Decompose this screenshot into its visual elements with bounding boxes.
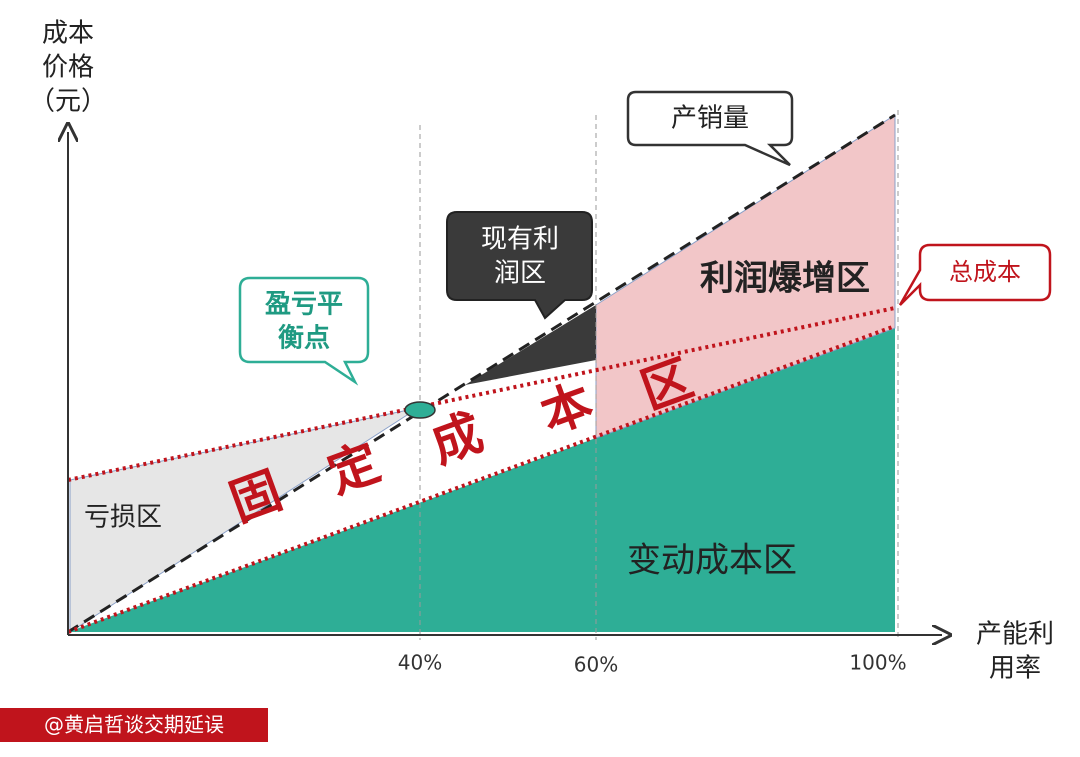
break-even-point [404,401,436,419]
profit-boom-label: 利润爆增区 [700,259,870,299]
callout-text: 衡点 [278,323,330,354]
watermark: @黄启哲谈交期延误 [44,713,224,737]
y-axis-label: 成本 [42,19,94,49]
callout-box [898,243,1052,306]
callout-box [626,90,794,167]
total-cost-line [67,306,896,482]
x-axis-label: 用率 [989,654,1041,684]
x-tick-label: 40% [398,651,442,675]
x-tick-label: 60% [574,653,618,677]
callout-text: 润区 [494,259,546,289]
callout-box [446,211,593,320]
watermark-box [0,708,268,742]
x-axis-label: 产能利 [976,620,1054,650]
callout-box [238,276,370,386]
guides [419,110,899,640]
sales-line [67,113,896,634]
callout-text: 现有利 [481,225,559,255]
callout-text: 产销量 [671,104,749,134]
y-axis-label: （元） [29,87,107,117]
fixed-cost-char: 本 [533,373,600,445]
callout-text: 盈亏平 [264,290,343,320]
variable-cost-label: 变动成本区 [627,541,797,581]
x-tick-label: 100% [849,651,906,675]
callout-text: 总成本 [949,258,1021,286]
y-axis-label: 价格 [42,53,94,83]
loss-label: 亏损区 [84,503,162,533]
